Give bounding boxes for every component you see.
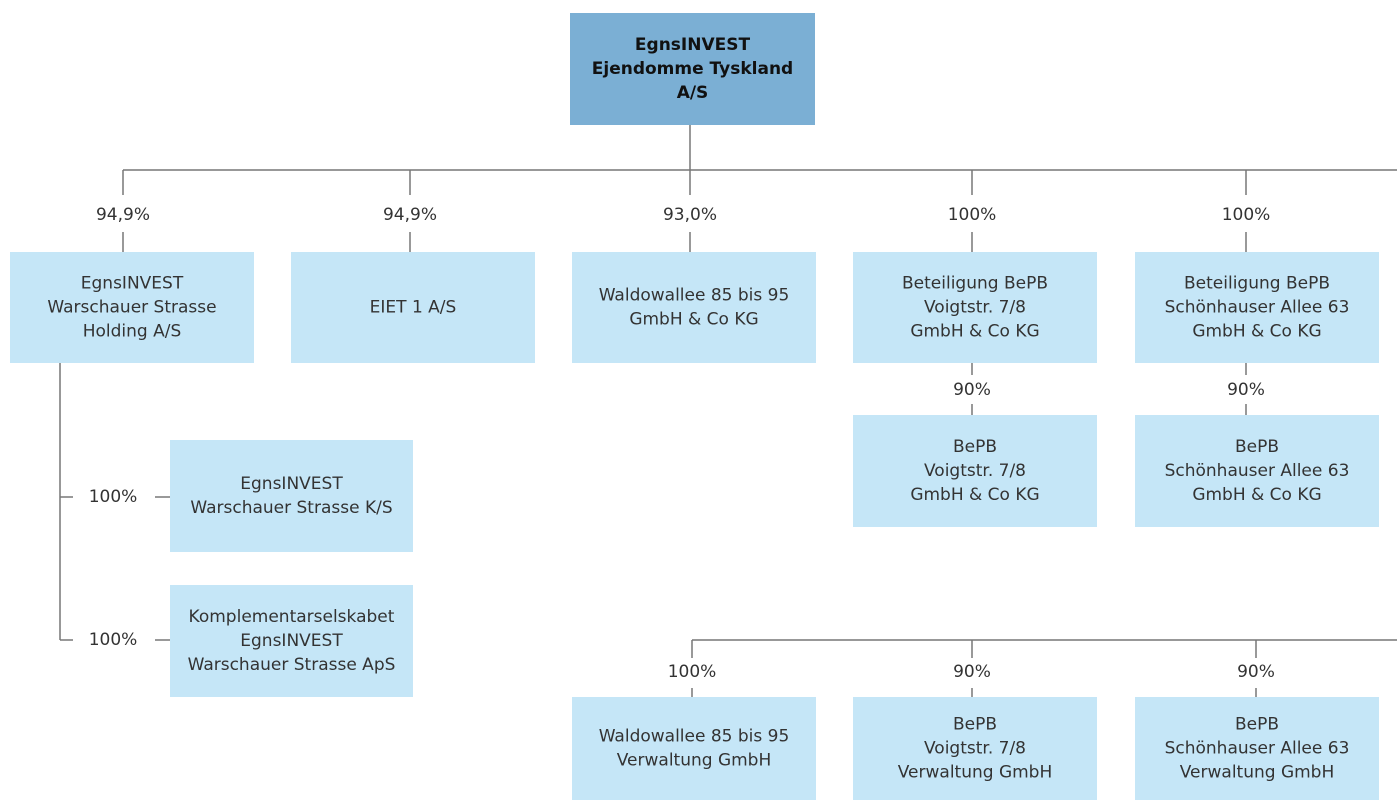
entity-label: GmbH & Co KG <box>910 485 1039 505</box>
entity-label: EgnsINVEST <box>240 631 343 651</box>
entity-box <box>170 440 413 552</box>
entity-box <box>291 252 535 363</box>
entity-label: Voigtstr. 7/8 <box>924 739 1026 759</box>
entity-label: BePB <box>953 437 997 457</box>
entity-label: GmbH & Co KG <box>1192 485 1321 505</box>
entity-label: Ejendomme Tyskland <box>592 59 793 79</box>
entity-box <box>1135 415 1379 527</box>
entity-box <box>853 252 1097 363</box>
entity-box <box>1135 697 1379 800</box>
entity-label: Schönhauser Allee 63 <box>1165 739 1350 759</box>
entity-label: Verwaltung GmbH <box>617 751 772 771</box>
entity-label: Schönhauser Allee 63 <box>1165 461 1350 481</box>
entity-label: EgnsINVEST <box>81 274 184 294</box>
entity-label: Verwaltung GmbH <box>1180 763 1335 783</box>
ownership-share: 94,9% <box>96 205 150 225</box>
connectors <box>59 125 1397 697</box>
entity-label: Warschauer Strasse ApS <box>188 655 396 675</box>
entity-label: A/S <box>677 83 709 103</box>
ownership-share: 90% <box>1227 380 1265 400</box>
entity-label: BePB <box>1235 715 1279 735</box>
entity-label: GmbH & Co KG <box>629 310 758 330</box>
ownership-share: 100% <box>89 630 138 650</box>
ownership-share: 90% <box>953 662 991 682</box>
entity-label: BePB <box>953 715 997 735</box>
entity-label: EIET 1 A/S <box>370 298 457 318</box>
entity-label: Holding A/S <box>83 322 182 342</box>
ownership-share: 90% <box>1237 662 1275 682</box>
entity-label: Beteiligung BePB <box>1184 274 1330 294</box>
entity-label: Voigtstr. 7/8 <box>924 298 1026 318</box>
entity-label: GmbH & Co KG <box>910 322 1039 342</box>
entity-label: EgnsINVEST <box>635 35 751 55</box>
entity-label: Verwaltung GmbH <box>898 763 1053 783</box>
entity-box <box>1135 252 1379 363</box>
entity-label: Waldowallee 85 bis 95 <box>599 286 790 306</box>
entity-label: Beteiligung BePB <box>902 274 1048 294</box>
ownership-share: 100% <box>89 487 138 507</box>
entity-label: Waldowallee 85 bis 95 <box>599 727 790 747</box>
entity-box <box>570 13 815 125</box>
entity-box <box>572 697 816 800</box>
entity-box <box>170 585 413 697</box>
ownership-share: 93,0% <box>663 205 717 225</box>
entity-label: Komplementarselskabet <box>189 607 395 627</box>
entity-box <box>853 697 1097 800</box>
entity-box <box>10 252 254 363</box>
entity-label: GmbH & Co KG <box>1192 322 1321 342</box>
entity-box <box>572 252 816 363</box>
ownership-share: 100% <box>668 662 717 682</box>
entity-label: Voigtstr. 7/8 <box>924 461 1026 481</box>
entity-box <box>853 415 1097 527</box>
entity-label: Warschauer Strasse K/S <box>190 498 392 518</box>
entity-label: Warschauer Strasse <box>47 298 216 318</box>
ownership-share: 94,9% <box>383 205 437 225</box>
entity-label: BePB <box>1235 437 1279 457</box>
ownership-share: 100% <box>948 205 997 225</box>
ownership-share: 90% <box>953 380 991 400</box>
entity-label: Schönhauser Allee 63 <box>1165 298 1350 318</box>
entity-label: EgnsINVEST <box>240 474 343 494</box>
ownership-share: 100% <box>1222 205 1271 225</box>
